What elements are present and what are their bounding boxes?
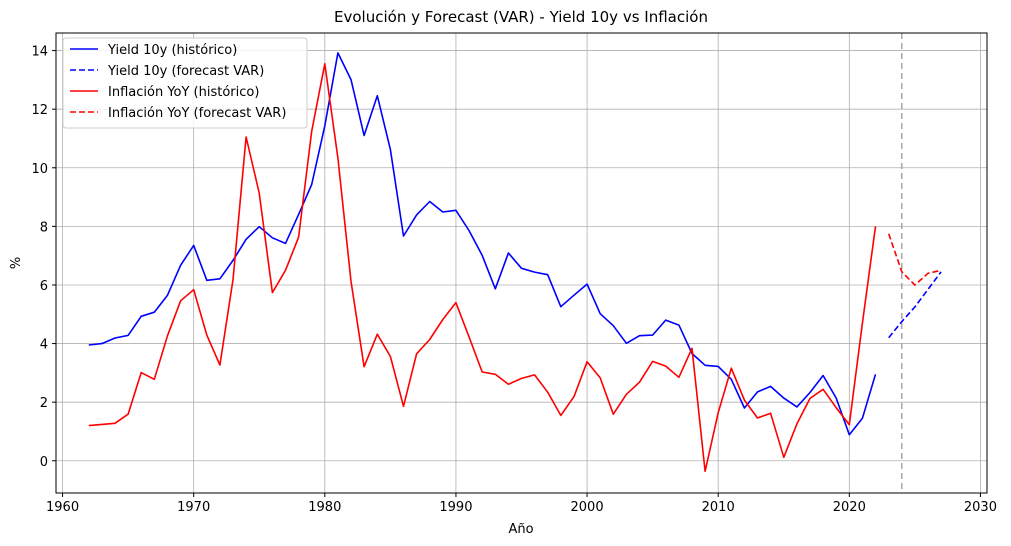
series-line-0 <box>88 52 877 436</box>
x-axis-ticks: 1960 1970 1980 1990 2000 2010 2020 2030 <box>46 493 997 515</box>
y-tick-label: 8 <box>40 220 48 235</box>
chart-title: Evolución y Forecast (VAR) - Yield 10y v… <box>334 8 708 26</box>
series-line-2 <box>88 62 877 473</box>
x-tick-label: 2030 <box>964 500 997 515</box>
legend: Yield 10y (histórico) Yield 10y (forecast… <box>62 37 308 129</box>
series-group <box>88 52 942 473</box>
y-tick-label: 12 <box>31 103 48 118</box>
y-axis-label: % <box>9 257 24 269</box>
legend-entry: Yield 10y (forecast VAR) <box>107 64 264 79</box>
y-tick-label: 6 <box>40 279 48 294</box>
legend-entry: Inflación YoY (histórico) <box>108 85 259 100</box>
plot-frame <box>55 32 988 494</box>
x-tick-label: 1990 <box>439 500 472 515</box>
x-tick-label: 2010 <box>702 500 735 515</box>
series-line-3 <box>887 233 942 286</box>
y-tick-label: 2 <box>40 396 48 411</box>
legend-entry: Yield 10y (histórico) <box>107 43 237 58</box>
x-tick-label: 1960 <box>46 500 79 515</box>
legend-box <box>62 37 308 129</box>
legend-entry: Inflación YoY (forecast VAR) <box>108 106 286 121</box>
x-tick-label: 2000 <box>571 500 604 515</box>
y-axis-ticks: 0 2 4 6 8 10 12 14 <box>31 45 56 470</box>
series-line-1 <box>888 271 942 339</box>
y-tick-label: 0 <box>40 455 48 470</box>
y-tick-label: 14 <box>31 45 48 60</box>
y-tick-label: 4 <box>40 338 48 353</box>
x-tick-label: 2020 <box>833 500 866 515</box>
x-tick-label: 1970 <box>177 500 210 515</box>
x-tick-label: 1980 <box>308 500 341 515</box>
x-axis-label: Año <box>508 522 533 537</box>
y-tick-label: 10 <box>31 162 48 177</box>
